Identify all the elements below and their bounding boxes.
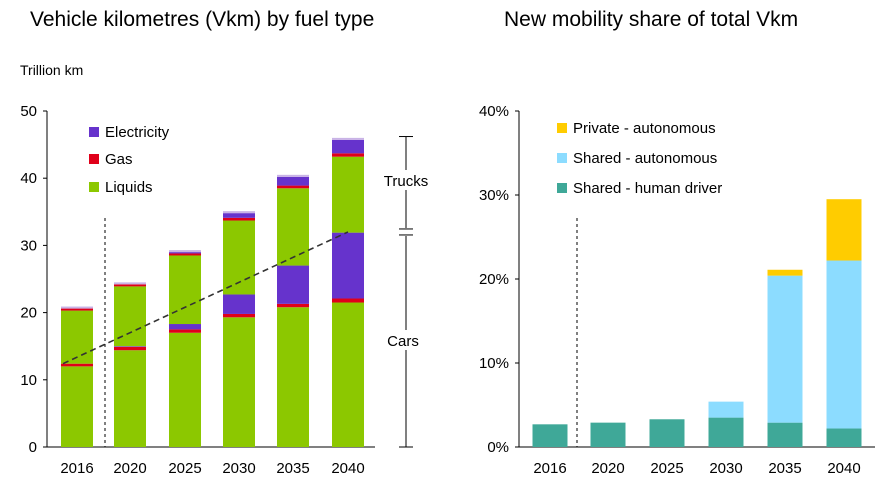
bar-liquids-2030 [223, 220, 255, 295]
left-x-tick-label: 2035 [276, 460, 309, 477]
bar-gas-2020 [114, 346, 146, 351]
right-y-tick-label: 10% [479, 355, 509, 372]
bar-gas-2035 [277, 185, 309, 189]
right-x-tick-label: 2025 [650, 460, 683, 477]
bar-electricity-2030 [223, 294, 255, 314]
bar-private-autonomous-2040 [826, 199, 862, 261]
right-y-tick-label: 30% [479, 187, 509, 204]
right-x-tick-label: 2035 [768, 460, 801, 477]
legend-swatch-electricity [89, 127, 99, 137]
left-y-tick-label: 50 [20, 103, 37, 120]
bar-electricity-2040 [332, 232, 364, 299]
left-x-tick-label: 2040 [331, 460, 364, 477]
bar-liquids-2016 [61, 366, 93, 447]
bar-gas-2040 [332, 298, 364, 303]
bar-cap-2025 [169, 250, 201, 253]
bar-cap-2016 [61, 306, 93, 309]
bar-gas-2030 [223, 313, 255, 318]
bar-shared-human-driver-2016 [532, 424, 568, 447]
left-x-tick-label: 2025 [168, 460, 201, 477]
right-y-tick-label: 20% [479, 271, 509, 288]
bar-electricity-2035 [277, 265, 309, 304]
bar-liquids-2020 [114, 286, 146, 347]
left-chart-ylabel: Trillion km [20, 62, 84, 78]
bar-shared-human-driver-2040 [826, 428, 862, 447]
cars-label-bg [380, 330, 434, 350]
legend-label-shared-autonomous: Shared - autonomous [573, 150, 717, 167]
left-y-tick-label: 40 [20, 170, 37, 187]
bar-liquids-2035 [277, 307, 309, 447]
legend-label-gas: Gas [105, 151, 133, 168]
right-y-tick-label: 0% [487, 439, 509, 456]
bar-gas-2016 [61, 363, 93, 367]
left-x-tick-label: 2016 [60, 460, 93, 477]
bar-liquids-2040 [332, 156, 364, 233]
bar-shared-autonomous-2030 [708, 401, 744, 418]
legend-label-private-autonomous: Private - autonomous [573, 120, 716, 137]
bar-cap-2035 [277, 174, 309, 177]
cars-label: Cars [387, 333, 419, 350]
bar-liquids-2035 [277, 188, 309, 266]
legend-swatch-gas [89, 154, 99, 164]
left-y-tick-label: 20 [20, 305, 37, 322]
bar-liquids-2016 [61, 310, 93, 364]
bar-shared-human-driver-2025 [649, 419, 685, 447]
left-x-tick-label: 2020 [113, 460, 146, 477]
trucks-label-bg [378, 170, 436, 190]
bar-liquids-2040 [332, 302, 364, 447]
left-y-tick-label: 10 [20, 372, 37, 389]
left-chart-title: Vehicle kilometres (Vkm) by fuel type [30, 8, 375, 31]
right-x-tick-label: 2016 [533, 460, 566, 477]
bar-liquids-2025 [169, 255, 201, 325]
bar-electricity-2025 [169, 324, 201, 330]
legend-swatch-shared-autonomous [557, 153, 567, 163]
legend-swatch-shared-human-driver [557, 183, 567, 193]
bar-cap-2030 [223, 211, 255, 214]
bar-shared-autonomous-2040 [826, 260, 862, 429]
right-y-tick-label: 40% [479, 103, 509, 120]
bar-electricity-2025 [169, 252, 201, 254]
bar-gas-2030 [223, 217, 255, 221]
bar-liquids-2020 [114, 350, 146, 447]
bar-shared-human-driver-2020 [590, 422, 626, 447]
left-x-tick-label: 2030 [222, 460, 255, 477]
bar-gas-2020 [114, 284, 146, 287]
bar-gas-2035 [277, 303, 309, 308]
bar-electricity-2030 [223, 213, 255, 218]
bar-electricity-2035 [277, 176, 309, 186]
bar-gas-2040 [332, 153, 364, 157]
bar-shared-human-driver-2030 [708, 417, 744, 447]
left-y-tick-label: 0 [29, 439, 37, 456]
right-x-tick-label: 2030 [709, 460, 742, 477]
bar-liquids-2030 [223, 317, 255, 447]
legend-swatch-liquids [89, 182, 99, 192]
bar-liquids-2025 [169, 332, 201, 447]
bar-gas-2025 [169, 329, 201, 333]
bar-cap-2040 [332, 137, 364, 140]
bar-electricity-2020 [114, 346, 146, 347]
legend-label-liquids: Liquids [105, 179, 153, 196]
bar-shared-human-driver-2035 [767, 422, 803, 447]
trend-line [62, 231, 349, 365]
trucks-label: Trucks [384, 173, 428, 190]
bar-cap-2020 [114, 282, 146, 285]
right-chart-title: New mobility share of total Vkm [504, 8, 799, 31]
legend-label-electricity: Electricity [105, 124, 170, 141]
bar-electricity-2040 [332, 139, 364, 154]
legend-swatch-private-autonomous [557, 123, 567, 133]
bar-gas-2025 [169, 253, 201, 256]
bar-private-autonomous-2035 [767, 269, 803, 276]
right-x-tick-label: 2040 [827, 460, 860, 477]
bar-gas-2016 [61, 308, 93, 311]
right-x-tick-label: 2020 [591, 460, 624, 477]
legend-label-shared-human-driver: Shared - human driver [573, 180, 722, 197]
bar-shared-autonomous-2035 [767, 275, 803, 423]
left-y-tick-label: 30 [20, 237, 37, 254]
